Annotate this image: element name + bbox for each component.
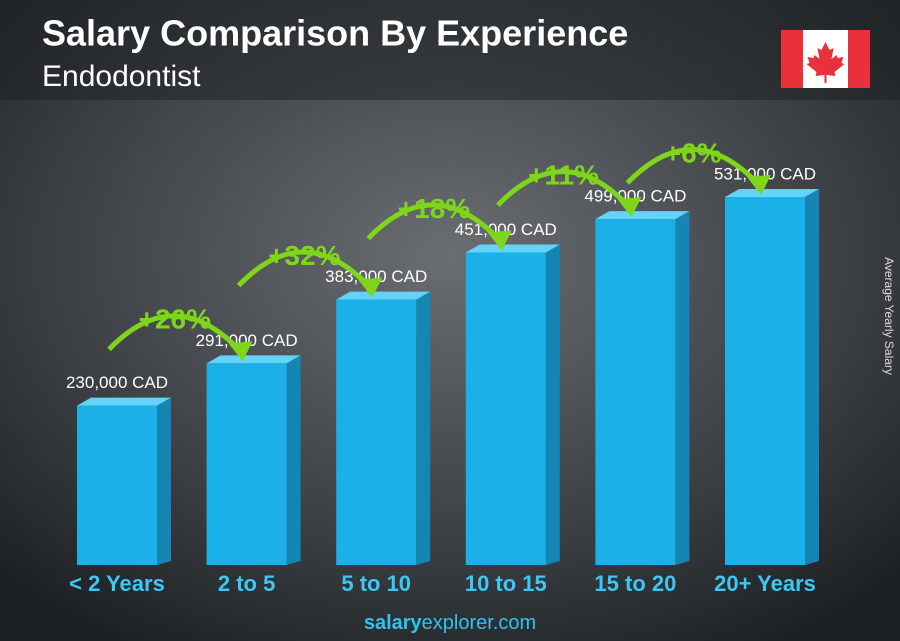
bar bbox=[336, 299, 417, 565]
bar bbox=[465, 252, 546, 565]
bar-top bbox=[725, 189, 819, 197]
header-shade bbox=[0, 0, 900, 100]
value-label: 230,000 CAD bbox=[66, 373, 168, 392]
bar-top bbox=[336, 291, 431, 300]
bar bbox=[77, 405, 157, 565]
footer: salaryexplorer.com bbox=[364, 612, 536, 634]
change-arrow bbox=[366, 202, 502, 243]
change-arrowhead bbox=[747, 175, 771, 195]
flag bbox=[781, 30, 870, 88]
chart-title: Salary Comparison By Experience bbox=[42, 13, 628, 54]
change-arrow bbox=[236, 249, 373, 290]
change-arrow bbox=[496, 169, 632, 209]
x-tick-label: < 2 Years bbox=[69, 571, 165, 596]
bar-side bbox=[157, 397, 171, 565]
change-arrowhead bbox=[358, 277, 383, 298]
change-arrowhead bbox=[617, 197, 642, 218]
bar-top bbox=[206, 355, 301, 364]
change-label: +18% bbox=[398, 193, 470, 224]
bar bbox=[206, 363, 287, 565]
bar-top bbox=[595, 211, 690, 220]
bar bbox=[725, 197, 805, 565]
x-tick-label: 10 to 15 bbox=[465, 571, 547, 596]
y-axis-label: Average Yearly Salary bbox=[882, 257, 896, 375]
footer-rest: explorer.com bbox=[422, 612, 537, 634]
bar bbox=[595, 219, 676, 566]
bar-top bbox=[465, 244, 560, 253]
footer-bold: salary bbox=[364, 612, 423, 634]
change-arrowhead bbox=[228, 341, 253, 362]
x-tick-label: 5 to 10 bbox=[341, 571, 411, 596]
change-label: +26% bbox=[139, 304, 211, 335]
bar-side bbox=[675, 211, 690, 566]
bar-top bbox=[77, 397, 171, 406]
x-tick-label: 2 to 5 bbox=[218, 571, 275, 596]
change-arrowhead bbox=[487, 230, 512, 251]
bar-side bbox=[286, 355, 301, 565]
change-label: +11% bbox=[528, 160, 599, 191]
x-tick-label: 15 to 20 bbox=[594, 571, 676, 596]
change-arrow bbox=[107, 313, 243, 354]
chart-subtitle: Endodontist bbox=[42, 60, 201, 93]
bar-side bbox=[416, 291, 431, 565]
change-label: +6% bbox=[665, 137, 722, 168]
change-label: +32% bbox=[268, 240, 340, 271]
change-arrow bbox=[625, 147, 761, 187]
bar-side bbox=[545, 244, 560, 565]
x-tick-label: 20+ Years bbox=[714, 571, 816, 596]
bar-side bbox=[805, 189, 819, 565]
